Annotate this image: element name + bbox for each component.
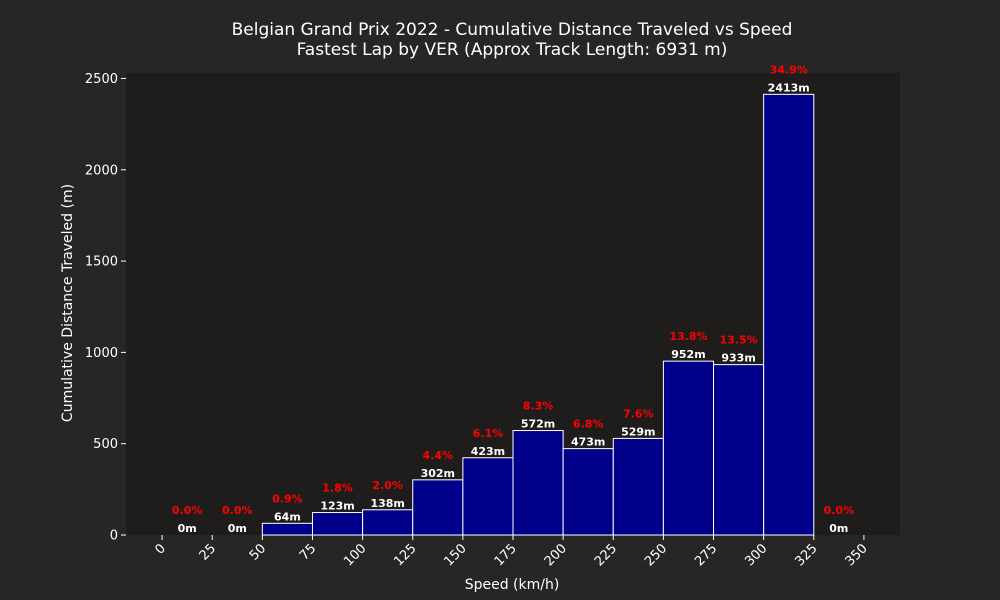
x-tick-label-1: 25	[197, 541, 219, 563]
x-tick-label-12: 300	[742, 541, 770, 569]
x-tick-label-8: 200	[542, 541, 570, 569]
chart-subtitle: Fastest Lap by VER (Approx Track Length:…	[297, 40, 728, 60]
x-tick-label-6: 150	[442, 541, 470, 569]
bar-value-label-1: 0m	[228, 522, 247, 535]
bar-percent-label-11: 13.5%	[719, 334, 757, 347]
bar-value-label-5: 302m	[421, 467, 455, 480]
bar-2	[261, 522, 313, 536]
y-tick-label-0: 0	[110, 529, 118, 544]
bar-7	[512, 430, 564, 536]
x-tick-label-10: 250	[642, 541, 670, 569]
bar-percent-label-2: 0.9%	[272, 492, 303, 505]
x-axis-label: Speed (km/h)	[465, 577, 560, 593]
bar-percent-label-13: 0.0%	[824, 504, 855, 517]
bar-value-label-13: 0m	[829, 522, 848, 535]
bar-percent-label-3: 1.8%	[322, 482, 353, 495]
bar-value-label-12: 2413m	[768, 81, 810, 94]
bar-8	[562, 448, 614, 536]
y-tick-label-5: 2500	[85, 72, 118, 87]
bar-5	[412, 479, 464, 536]
bar-value-label-7: 572m	[521, 418, 555, 431]
bar-4	[362, 509, 414, 536]
bar-value-label-3: 123m	[320, 500, 354, 513]
bar-percent-label-12: 34.9%	[770, 63, 808, 76]
bar-percent-label-7: 8.3%	[523, 400, 554, 413]
bar-value-label-0: 0m	[178, 522, 197, 535]
bar-value-label-10: 952m	[671, 348, 705, 361]
x-tick-label-0: 0	[152, 541, 168, 557]
y-tick-label-4: 2000	[85, 163, 118, 178]
x-axis: 0 25 50 75 100 125 150 175 200 225 250 275 300 325 350	[152, 535, 871, 569]
chart-title: Belgian Grand Prix 2022 - Cumulative Dis…	[232, 20, 793, 40]
bar-value-label-2: 64m	[274, 510, 301, 523]
bar-value-label-4: 138m	[370, 497, 404, 510]
y-tick-label-2: 1000	[85, 346, 118, 361]
x-tick-label-3: 75	[297, 541, 319, 563]
x-tick-label-13: 325	[792, 541, 820, 569]
bar-value-label-11: 933m	[721, 352, 755, 365]
bar-percent-label-10: 13.8%	[669, 330, 707, 343]
bar-percent-label-8: 6.8%	[573, 418, 604, 431]
bar-3	[311, 512, 364, 536]
x-tick-label-11: 275	[692, 541, 720, 569]
bar-value-label-6: 423m	[471, 445, 505, 458]
bar-value-label-8: 473m	[571, 436, 605, 449]
bar-11	[713, 364, 765, 536]
x-tick-label-7: 175	[492, 541, 520, 569]
bars-group: 0m 0.0% 0m 0.0% 64m 0.9% 123m 1.8% 138m 2.0% 302m 4…	[172, 63, 855, 536]
bar-9	[612, 437, 664, 536]
bar-percent-label-6: 6.1%	[473, 427, 504, 440]
x-tick-label-9: 225	[592, 541, 620, 569]
x-tick-label-14: 350	[843, 541, 871, 569]
x-tick-label-4: 100	[341, 541, 369, 569]
bar-6	[462, 457, 514, 536]
y-tick-label-3: 1500	[85, 255, 118, 270]
bar-12	[763, 93, 815, 536]
bar-percent-label-1: 0.0%	[222, 504, 253, 517]
bar-10	[662, 360, 715, 536]
bar-percent-label-9: 7.6%	[623, 407, 654, 420]
bar-percent-label-0: 0.0%	[172, 504, 203, 517]
x-tick-label-2: 50	[247, 541, 269, 563]
bar-percent-label-5: 4.4%	[423, 449, 454, 462]
bar-percent-label-4: 2.0%	[372, 479, 403, 492]
y-axis-label: Cumulative Distance Traveled (m)	[60, 184, 76, 422]
bar-value-label-9: 529m	[621, 425, 655, 438]
y-axis: 0 500 1000 1500 2000 2500	[85, 72, 126, 544]
x-tick-label-5: 125	[391, 541, 419, 569]
y-tick-label-1: 500	[93, 437, 118, 452]
